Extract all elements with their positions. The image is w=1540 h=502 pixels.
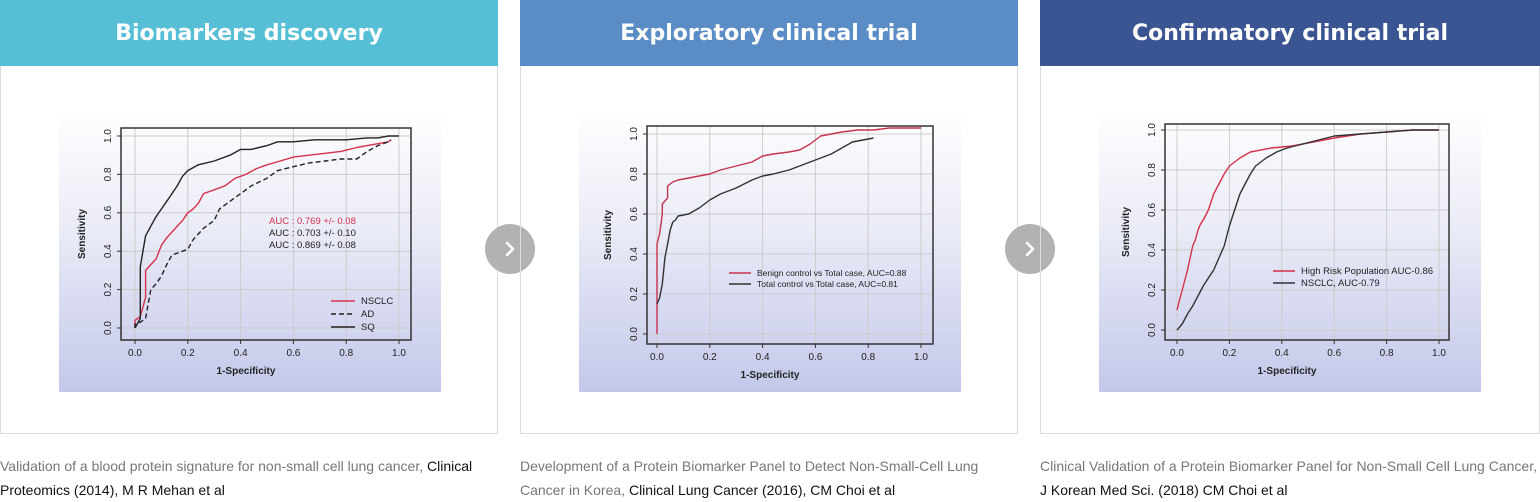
y-tick-label: 0.4 bbox=[103, 244, 114, 258]
y-tick-label: 1.0 bbox=[1147, 123, 1158, 137]
legend-label: SQ bbox=[361, 322, 375, 333]
panel-title: Biomarkers discovery bbox=[115, 20, 383, 46]
y-tick-label: 0.2 bbox=[1147, 283, 1158, 297]
y-tick-label: 0.8 bbox=[1147, 163, 1158, 177]
panel-header: Biomarkers discovery bbox=[0, 0, 498, 66]
roc-chart-1: 0.0 0.2 0.4 0.6 0.8 1.0 0.0 0.2 0.4 0.6 0.8 1.0 1-Sp… bbox=[59, 108, 441, 392]
panel-exploratory-clinical-trial: Exploratory clinical trial 0.0 0.2 0.4 0.6 0… bbox=[520, 0, 1018, 500]
y-tick-label: 0.8 bbox=[629, 167, 640, 181]
x-axis-label: 1-Specificity bbox=[1258, 366, 1317, 377]
caption-lead: Validation of a blood protein signature … bbox=[0, 458, 427, 474]
x-tick-label: 0.2 bbox=[1222, 348, 1236, 359]
chevron-right-icon bbox=[1025, 241, 1035, 257]
series-line-1 bbox=[1176, 129, 1439, 331]
roc-chart-3: 0.0 0.2 0.4 0.6 0.8 1.0 0.0 0.2 0.4 0.6 0.8 1.0 1-Sp… bbox=[1099, 108, 1481, 392]
y-tick-label: 0.4 bbox=[1147, 243, 1158, 257]
x-tick-label: 0.0 bbox=[650, 352, 664, 363]
legend-label: AD bbox=[361, 309, 374, 320]
caption-source: Clinical Lung Cancer (2016), CM Choi et … bbox=[628, 482, 896, 498]
y-tick-label: 0.2 bbox=[629, 287, 640, 301]
series-line-0 bbox=[1176, 129, 1439, 311]
y-tick-label: 1.0 bbox=[103, 129, 114, 143]
series-line-0 bbox=[134, 139, 392, 328]
y-tick-label: 0.8 bbox=[103, 167, 114, 181]
panel-confirmatory-clinical-trial: Confirmatory clinical trial 0.0 0.2 0.4 0.6… bbox=[1040, 0, 1540, 500]
x-tick-label: 1.0 bbox=[1432, 348, 1446, 359]
chart-container: 0.0 0.2 0.4 0.6 0.8 1.0 0.0 0.2 0.4 0.6 0.8 1.0 1-Sp… bbox=[520, 66, 1018, 434]
plot-frame bbox=[646, 125, 934, 345]
y-tick-label: 0.0 bbox=[103, 321, 114, 335]
panel-title: Confirmatory clinical trial bbox=[1131, 20, 1449, 46]
y-tick-label: 0.2 bbox=[103, 282, 114, 296]
caption: Validation of a blood protein signature … bbox=[0, 454, 498, 502]
next-arrow-button[interactable] bbox=[485, 224, 535, 274]
x-tick-label: 0.2 bbox=[181, 348, 195, 359]
x-tick-label: 0.6 bbox=[1327, 348, 1341, 359]
y-tick-label: 0.0 bbox=[629, 327, 640, 341]
y-tick-label: 0.6 bbox=[103, 205, 114, 219]
chart-background bbox=[59, 108, 441, 392]
x-tick-label: 0.4 bbox=[756, 352, 770, 363]
panel-title: Exploratory clinical trial bbox=[620, 20, 918, 46]
auc-annotation: AUC : 0.869 +/- 0.08 bbox=[269, 240, 356, 251]
x-tick-label: 1.0 bbox=[392, 348, 406, 359]
roc-chart-2: 0.0 0.2 0.4 0.6 0.8 1.0 0.0 0.2 0.4 0.6 0.8 1.0 1-Sp… bbox=[579, 108, 961, 392]
x-tick-label: 0.0 bbox=[128, 348, 142, 359]
x-tick-label: 1.0 bbox=[914, 352, 928, 363]
y-tick-label: 0.4 bbox=[629, 247, 640, 261]
x-tick-label: 0.8 bbox=[861, 352, 875, 363]
series-line-0 bbox=[656, 127, 921, 334]
legend-label: Benign control vs Total case, AUC=0.88 bbox=[757, 268, 907, 278]
y-tick-label: 0.0 bbox=[1147, 323, 1158, 337]
x-tick-label: 0.4 bbox=[234, 348, 248, 359]
auc-annotation: AUC : 0.703 +/- 0.10 bbox=[269, 228, 356, 239]
y-tick-label: 0.6 bbox=[629, 207, 640, 221]
y-axis-label: Sensitivity bbox=[77, 209, 88, 259]
auc-annotation: AUC : 0.769 +/- 0.08 bbox=[269, 216, 356, 227]
caption-source: J Korean Med Sci. (2018) CM Choi et al bbox=[1040, 482, 1288, 498]
legend-label: High Risk Population AUC-0.86 bbox=[1301, 266, 1433, 277]
x-tick-label: 0.0 bbox=[1170, 348, 1184, 359]
x-tick-label: 0.2 bbox=[703, 352, 717, 363]
legend-label: NSCLC bbox=[361, 296, 393, 307]
x-tick-label: 0.4 bbox=[1275, 348, 1289, 359]
panel-biomarkers-discovery: Biomarkers discovery 0.0 0.2 0.4 0.6 0.8 1.0 0… bbox=[0, 0, 498, 500]
next-arrow-button[interactable] bbox=[1005, 224, 1055, 274]
x-tick-label: 0.6 bbox=[286, 348, 300, 359]
x-axis-label: 1-Specificity bbox=[741, 370, 800, 381]
legend-label: NSCLC, AUC-0.79 bbox=[1301, 278, 1380, 289]
caption-lead: Clinical Validation of a Protein Biomark… bbox=[1040, 458, 1537, 474]
x-tick-label: 0.8 bbox=[339, 348, 353, 359]
x-axis-label: 1-Specificity bbox=[217, 366, 276, 377]
y-tick-label: 0.6 bbox=[1147, 203, 1158, 217]
series-line-1 bbox=[656, 137, 874, 305]
y-axis-label: Sensitivity bbox=[603, 210, 614, 260]
panel-header: Exploratory clinical trial bbox=[520, 0, 1018, 66]
x-tick-label: 0.8 bbox=[1380, 348, 1394, 359]
x-tick-label: 0.6 bbox=[808, 352, 822, 363]
y-axis-label: Sensitivity bbox=[1121, 207, 1132, 257]
caption: Development of a Protein Biomarker Panel… bbox=[520, 454, 1018, 502]
chevron-right-icon bbox=[505, 241, 515, 257]
legend-label: Total control vs Total case, AUC=0.81 bbox=[757, 279, 898, 289]
series-line-2 bbox=[134, 135, 399, 329]
panel-header: Confirmatory clinical trial bbox=[1040, 0, 1540, 66]
y-tick-label: 1.0 bbox=[629, 127, 640, 141]
caption: Clinical Validation of a Protein Biomark… bbox=[1040, 454, 1540, 502]
plot-frame bbox=[120, 127, 412, 341]
plot-frame bbox=[1164, 123, 1450, 341]
caption-source: Clinical Proteomics (2014), M R Mehan et… bbox=[0, 458, 473, 498]
chart-container: 0.0 0.2 0.4 0.6 0.8 1.0 0.0 0.2 0.4 0.6 0.8 1.0 1-Sp… bbox=[0, 66, 498, 434]
chart-container: 0.0 0.2 0.4 0.6 0.8 1.0 0.0 0.2 0.4 0.6 0.8 1.0 1-Sp… bbox=[1040, 66, 1540, 434]
caption-lead: Development of a Protein Biomarker Panel… bbox=[520, 458, 979, 498]
series-line-1 bbox=[134, 139, 392, 328]
